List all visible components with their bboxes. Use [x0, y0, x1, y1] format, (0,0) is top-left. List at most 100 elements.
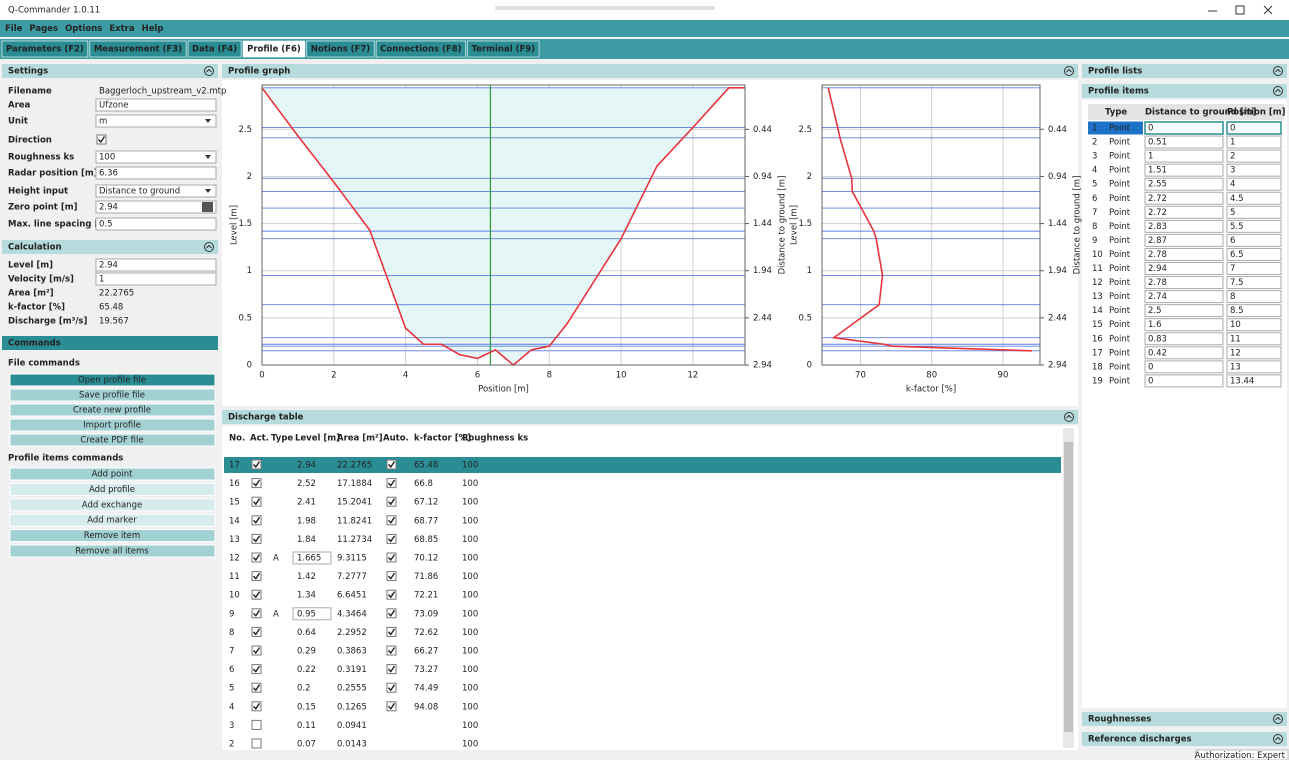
- auto-checkbox[interactable]: [386, 645, 397, 656]
- position-input[interactable]: [1226, 247, 1282, 261]
- collapse-icon[interactable]: [1273, 714, 1283, 724]
- distance-input[interactable]: [1144, 304, 1224, 318]
- button-label[interactable]: Add point: [92, 470, 134, 480]
- calculator-icon[interactable]: [202, 202, 213, 212]
- tab-box[interactable]: [1, 40, 89, 58]
- selected-row[interactable]: [1088, 121, 1143, 135]
- act-checkbox[interactable]: [251, 459, 262, 470]
- button-label[interactable]: Open profile file: [78, 376, 146, 386]
- distance-input[interactable]: [1144, 149, 1224, 163]
- input-box[interactable]: [95, 272, 217, 286]
- position-input[interactable]: [1226, 360, 1282, 374]
- position-input[interactable]: [1226, 163, 1282, 177]
- auto-checkbox[interactable]: [386, 664, 397, 675]
- act-checkbox[interactable]: [251, 608, 262, 619]
- input-box[interactable]: [95, 184, 217, 198]
- button[interactable]: [9, 433, 216, 447]
- tab[interactable]: Measurement (F3): [94, 45, 182, 55]
- position-input[interactable]: [1226, 318, 1282, 332]
- auto-checkbox[interactable]: [386, 608, 397, 619]
- act-checkbox[interactable]: [251, 571, 262, 582]
- act-checkbox[interactable]: [251, 478, 262, 489]
- tab-box[interactable]: [89, 40, 187, 58]
- act-checkbox[interactable]: [251, 664, 262, 675]
- auto-checkbox[interactable]: [386, 515, 397, 526]
- distance-input[interactable]: [1144, 332, 1224, 346]
- scrollbar-thumb[interactable]: [1064, 442, 1073, 732]
- distance-input[interactable]: [1144, 191, 1224, 205]
- collapse-icon[interactable]: [1273, 66, 1283, 76]
- distance-input[interactable]: [1144, 360, 1224, 374]
- auto-checkbox[interactable]: [386, 589, 397, 600]
- tab-box[interactable]: [242, 40, 306, 58]
- position-input[interactable]: [1226, 304, 1282, 318]
- auto-checkbox[interactable]: [386, 533, 397, 544]
- tab[interactable]: Profile (F6): [247, 45, 301, 55]
- auto-checkbox[interactable]: [386, 571, 397, 582]
- section-header[interactable]: [222, 64, 1078, 78]
- section-header[interactable]: [1082, 84, 1287, 98]
- section-header[interactable]: [2, 240, 218, 254]
- level-input[interactable]: [292, 607, 332, 621]
- button-label[interactable]: Create PDF file: [80, 436, 143, 446]
- section-header[interactable]: [2, 64, 218, 78]
- position-input[interactable]: [1226, 346, 1282, 360]
- auto-checkbox[interactable]: [386, 552, 397, 563]
- tab[interactable]: Notions (F7): [311, 45, 370, 55]
- distance-input[interactable]: [1144, 346, 1224, 360]
- button-label[interactable]: Import profile: [83, 421, 141, 431]
- position-input[interactable]: [1226, 262, 1282, 275]
- collapse-icon[interactable]: [204, 66, 214, 76]
- act-checkbox[interactable]: [251, 682, 262, 693]
- act-checkbox[interactable]: [251, 738, 262, 749]
- menu-item[interactable]: Options: [65, 24, 102, 34]
- distance-input[interactable]: [1144, 177, 1224, 191]
- tab[interactable]: Connections (F8): [380, 45, 461, 55]
- section-header[interactable]: [222, 410, 1078, 424]
- menu-item[interactable]: Pages: [29, 24, 58, 34]
- collapse-icon[interactable]: [1064, 66, 1074, 76]
- distance-input[interactable]: [1144, 205, 1224, 219]
- button[interactable]: [9, 467, 216, 481]
- collapse-icon[interactable]: [1273, 86, 1283, 96]
- button[interactable]: [9, 418, 216, 432]
- menu-item[interactable]: Extra: [109, 24, 135, 34]
- input-box[interactable]: [95, 217, 217, 231]
- button-label[interactable]: Remove item: [84, 531, 140, 541]
- tab-box[interactable]: [187, 40, 242, 58]
- tab-box[interactable]: [306, 40, 375, 58]
- level-input[interactable]: [292, 551, 332, 565]
- dropdown-arrow[interactable]: [205, 189, 211, 193]
- act-checkbox[interactable]: [251, 589, 262, 600]
- position-input[interactable]: [1226, 135, 1282, 149]
- act-checkbox[interactable]: [251, 701, 262, 712]
- distance-input[interactable]: [1144, 135, 1224, 149]
- button-label[interactable]: Remove all items: [75, 547, 149, 557]
- position-input[interactable]: [1226, 332, 1282, 346]
- tab[interactable]: Terminal (F9): [472, 45, 536, 55]
- act-checkbox[interactable]: [251, 645, 262, 656]
- distance-input[interactable]: [1144, 262, 1224, 275]
- position-input[interactable]: [1226, 276, 1282, 290]
- position-input[interactable]: [1226, 149, 1282, 163]
- distance-input[interactable]: [1144, 233, 1224, 247]
- menu-item[interactable]: Help: [142, 24, 164, 34]
- position-input[interactable]: [1226, 177, 1282, 191]
- selected-row[interactable]: [224, 457, 1061, 473]
- act-checkbox[interactable]: [251, 515, 262, 526]
- tab[interactable]: Data (F4): [192, 45, 237, 55]
- button[interactable]: [9, 388, 216, 402]
- distance-input[interactable]: [1144, 374, 1224, 388]
- collapse-icon[interactable]: [204, 242, 214, 252]
- input-box[interactable]: [95, 114, 217, 128]
- button[interactable]: [9, 403, 216, 417]
- collapse-icon[interactable]: [1064, 412, 1074, 422]
- auto-checkbox[interactable]: [386, 701, 397, 712]
- distance-input[interactable]: [1144, 247, 1224, 261]
- section-header[interactable]: [2, 336, 218, 350]
- auto-checkbox[interactable]: [386, 459, 397, 470]
- position-input[interactable]: [1226, 121, 1282, 135]
- act-checkbox[interactable]: [251, 626, 262, 637]
- act-checkbox[interactable]: [251, 719, 262, 730]
- position-input[interactable]: [1226, 219, 1282, 233]
